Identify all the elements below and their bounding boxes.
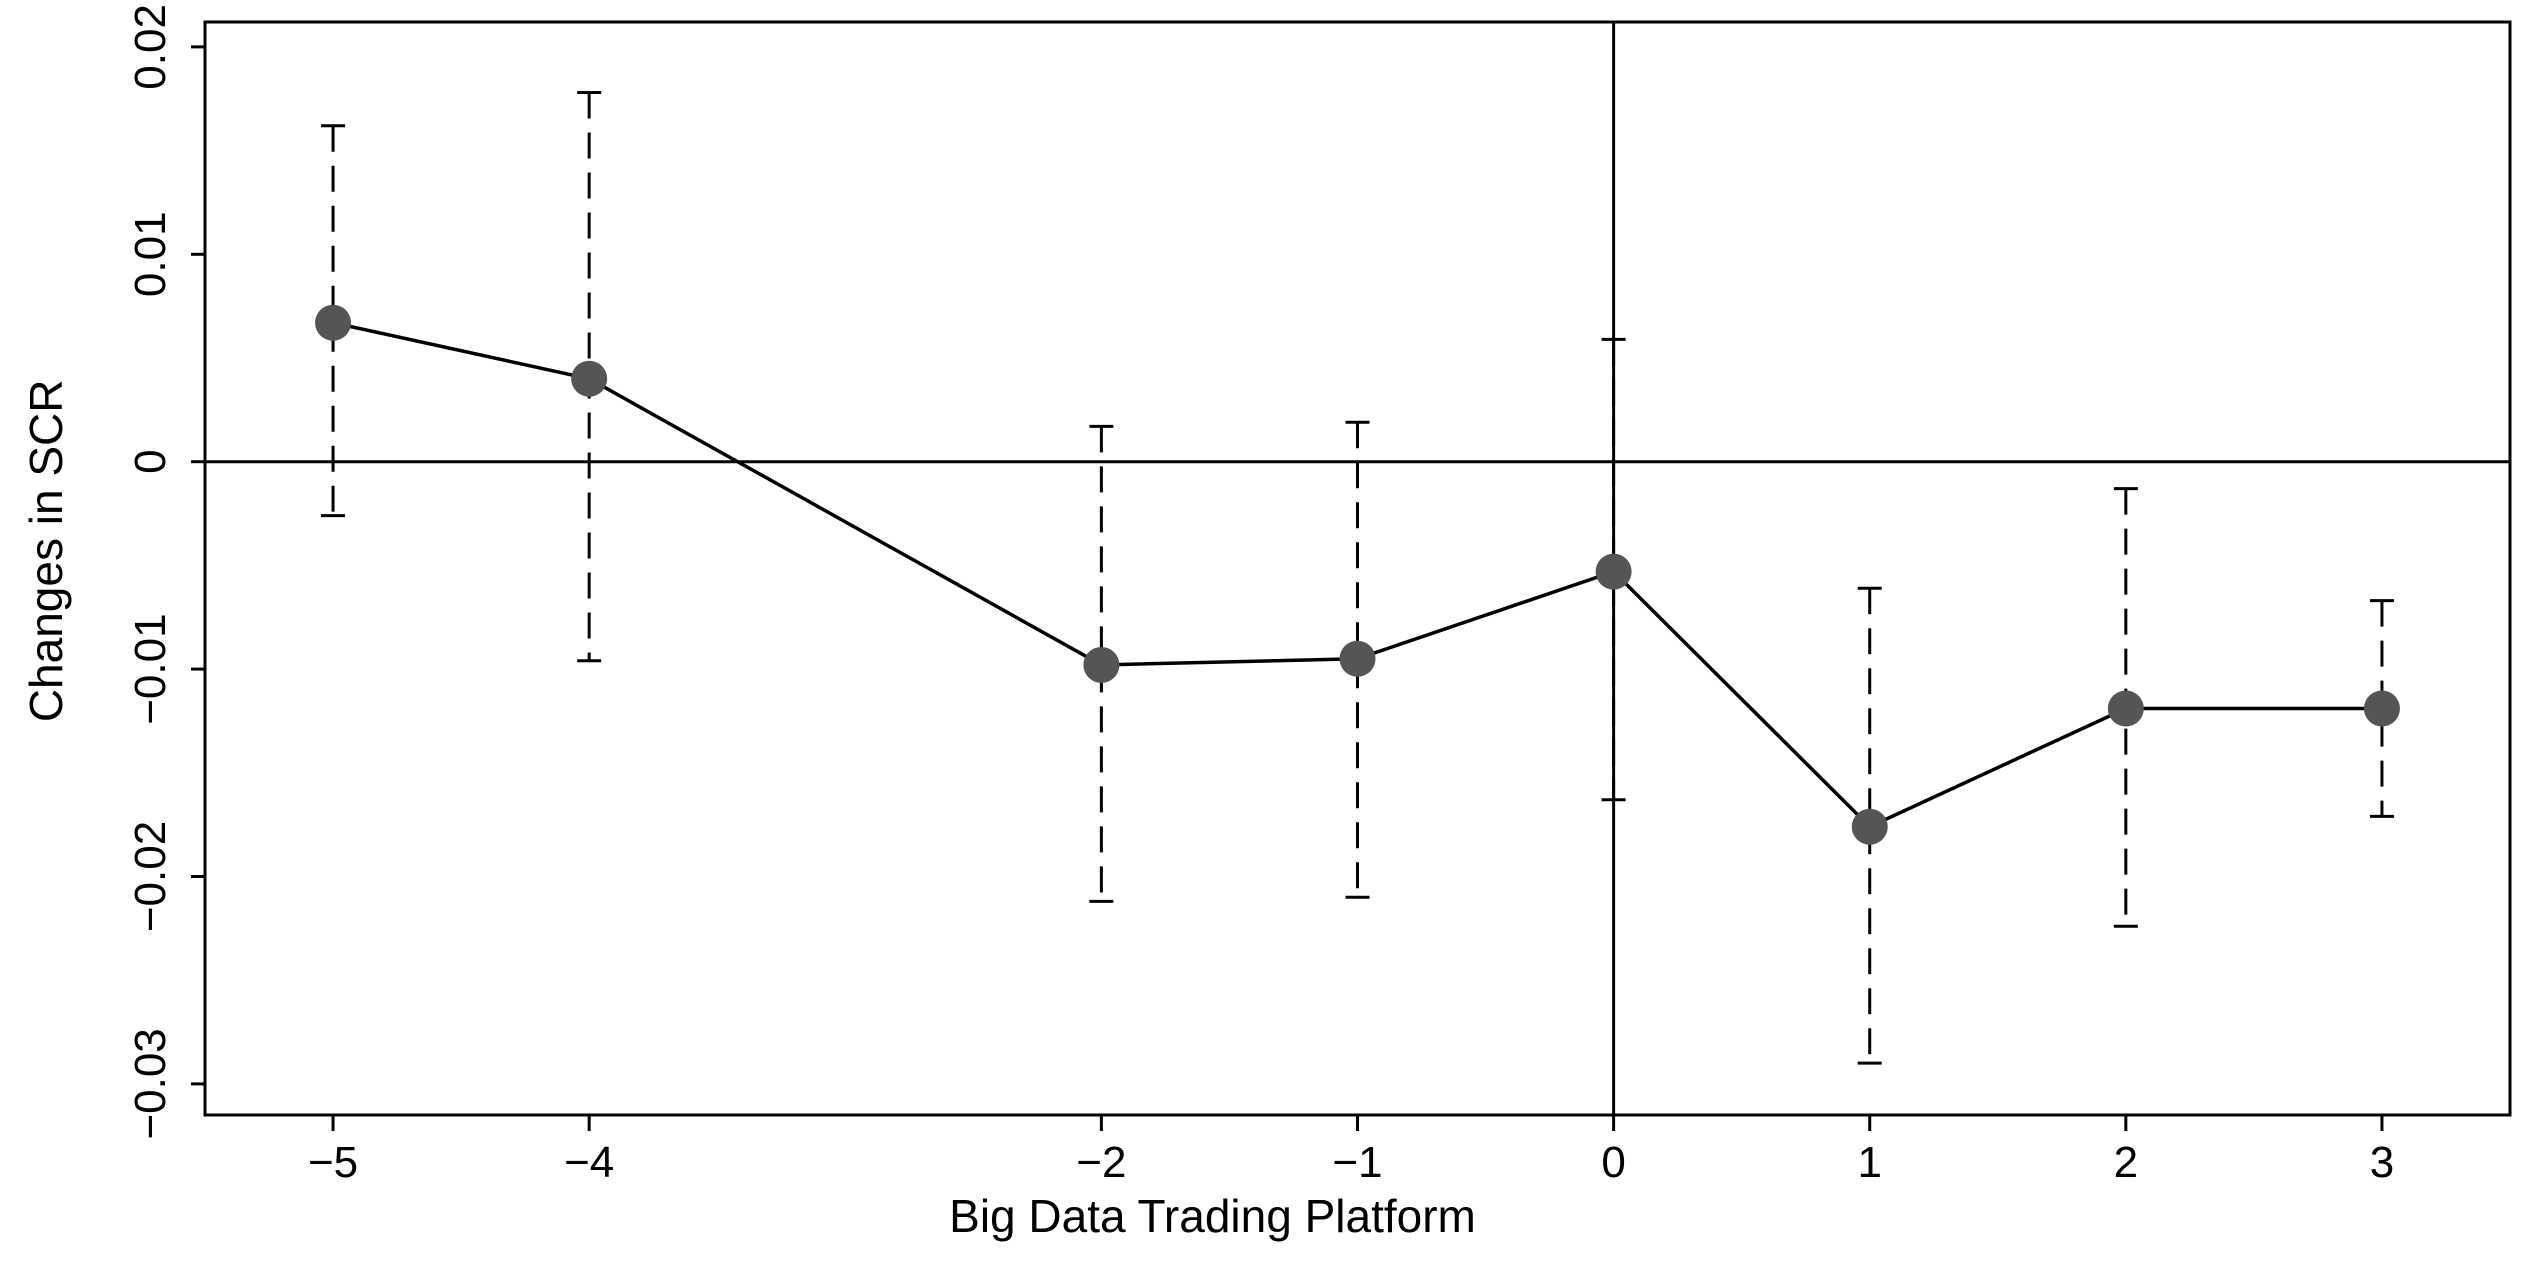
y-tick-label: −0.01 [126, 613, 175, 724]
x-tick-label: −2 [1076, 1138, 1126, 1187]
estimate-point [2107, 690, 2144, 727]
x-tick-label: 2 [2114, 1138, 2138, 1187]
estimate-line [332, 321, 2382, 829]
estimate-point [315, 304, 352, 341]
x-tick-label: −5 [308, 1138, 358, 1187]
estimate-point [1083, 646, 1120, 683]
estimate-point [1851, 808, 1888, 845]
estimate-point [1339, 640, 1376, 677]
y-axis-title: Changes in SCR [20, 380, 72, 723]
x-tick-label: −4 [564, 1138, 614, 1187]
x-tick-label: 3 [2370, 1138, 2394, 1187]
y-tick-label: 0 [126, 449, 175, 473]
y-tick-label: −0.03 [126, 1028, 175, 1139]
y-tick-label: 0.01 [126, 211, 175, 297]
estimate-point [571, 360, 608, 397]
estimate-point [1595, 553, 1632, 590]
y-tick-label: −0.02 [126, 821, 175, 932]
x-tick-label: −1 [1332, 1138, 1382, 1187]
estimate-point [2363, 690, 2400, 727]
y-tick-label: 0.02 [126, 4, 175, 90]
x-tick-label: 1 [1857, 1138, 1881, 1187]
plot-frame [203, 20, 2512, 1117]
x-tick-label: 0 [1601, 1138, 1625, 1187]
x-axis-title: Big Data Trading Platform [949, 1190, 1476, 1242]
